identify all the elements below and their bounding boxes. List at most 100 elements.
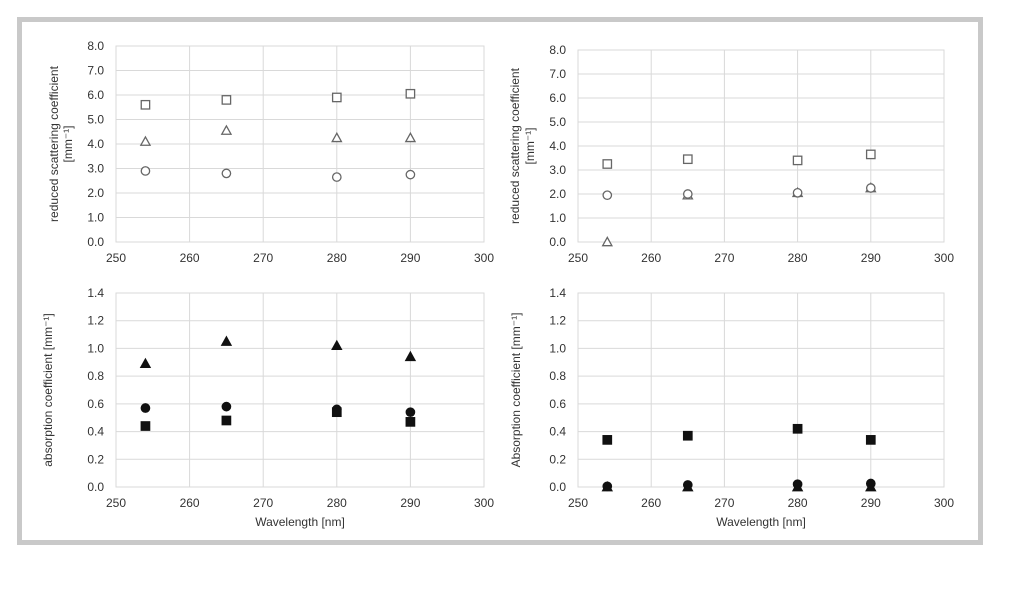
data-point	[792, 423, 803, 434]
data-point	[682, 189, 693, 199]
x-tick-label: 260	[180, 496, 200, 510]
series-2	[139, 124, 417, 146]
data-point	[140, 99, 151, 110]
y-tick-label: 1.0	[87, 211, 104, 225]
y-tick-label: 8.0	[549, 43, 566, 57]
series-2	[601, 182, 877, 247]
chart-panel-1: 0.0 1.0 2.0 3.0 4.0 5.0 6.0 7.0 8.0 250 260 270 280 2…	[47, 39, 494, 265]
y-tick-label: 0.0	[87, 235, 104, 249]
y-tick-label: 1.4	[549, 286, 566, 300]
y-tick-label: 8.0	[87, 39, 104, 53]
data-point	[331, 172, 342, 182]
y-tick-label: 5.0	[87, 113, 104, 127]
y-tick-label: 1.0	[87, 341, 104, 355]
x-tick-label: 290	[400, 251, 420, 265]
x-tick-label: 250	[568, 251, 588, 265]
y-tick-label: 4.0	[87, 137, 104, 151]
y-tick-label: 0.0	[87, 480, 104, 494]
x-tick-label: 270	[714, 251, 734, 265]
y-tick-label: 0.6	[549, 397, 566, 411]
y-tick-label: 0.8	[549, 369, 566, 383]
data-point	[221, 415, 232, 426]
data-point	[404, 350, 417, 362]
data-point	[405, 417, 416, 427]
y-axis-label: reduced scattering coefficient	[47, 65, 61, 222]
x-tick-label: 290	[861, 496, 881, 510]
data-point	[792, 187, 803, 198]
chart-panel-2: 0.0 1.0 2.0 3.0 4.0 5.0 6.0 7.0 8.0 250 260 270 280 2…	[508, 43, 954, 265]
x-tick-label: 250	[568, 496, 588, 510]
series-1	[139, 335, 417, 369]
x-tick-label: 290	[861, 251, 881, 265]
data-point	[865, 435, 876, 445]
y-tick-label: 6.0	[549, 91, 566, 105]
data-point	[139, 357, 152, 369]
plot-area	[115, 292, 485, 488]
y-tick-label: 3.0	[549, 163, 566, 177]
data-point	[220, 124, 233, 135]
chart-panel-4: 0.0 0.2 0.4 0.6 0.8 1.0 1.2 1.4 250 260 270 280 290 3…	[509, 286, 954, 529]
x-tick-label: 280	[327, 251, 347, 265]
y-tick-label: 0.0	[549, 235, 566, 249]
series-3	[140, 166, 416, 182]
x-axis-label: Wavelength [nm]	[716, 515, 806, 529]
y-tick-label: 2.0	[549, 187, 566, 201]
data-point	[682, 430, 693, 441]
x-tick-label: 280	[327, 496, 347, 510]
chart-panel-3: 0.0 0.2 0.4 0.6 0.8 1.0 1.2 1.4 250 260 270 280 290 3…	[41, 286, 494, 529]
x-tick-label: 250	[106, 496, 126, 510]
x-tick-label: 300	[934, 496, 954, 510]
data-point	[405, 407, 416, 418]
y-axis-label: Absorption coefficient [mm⁻¹]	[509, 313, 523, 468]
data-point	[602, 159, 613, 169]
y-tick-label: 7.0	[87, 64, 104, 78]
y-tick-label: 1.2	[87, 314, 104, 328]
series-3	[140, 407, 416, 431]
y-tick-label: 4.0	[549, 139, 566, 153]
series-3	[601, 481, 877, 492]
y-tick-label: 0.2	[87, 452, 104, 466]
data-point	[140, 403, 151, 413]
data-point	[221, 95, 232, 105]
x-tick-label: 270	[714, 496, 734, 510]
data-point	[865, 183, 876, 193]
x-tick-label: 260	[641, 251, 661, 265]
x-tick-label: 300	[474, 496, 494, 510]
data-point	[331, 131, 343, 143]
y-tick-label: 1.4	[87, 286, 104, 300]
x-tick-label: 260	[641, 496, 661, 510]
data-point	[331, 339, 343, 351]
series-3	[602, 183, 876, 201]
y-axis-unit-label: [mm⁻¹]	[61, 126, 75, 163]
data-point	[682, 481, 694, 492]
x-tick-label: 290	[400, 496, 420, 510]
data-point	[602, 190, 613, 201]
y-tick-label: 0.6	[87, 397, 104, 411]
y-tick-label: 0.4	[549, 425, 566, 439]
data-point	[140, 166, 151, 176]
figure-frame	[17, 17, 983, 545]
data-point	[331, 407, 342, 418]
y-tick-label: 0.0	[549, 480, 566, 494]
data-point	[405, 88, 416, 99]
data-point	[221, 401, 232, 412]
data-point	[139, 135, 152, 146]
y-tick-label: 1.2	[549, 314, 566, 328]
y-axis-unit-label: [mm⁻¹]	[523, 128, 537, 165]
data-point	[682, 154, 693, 165]
x-tick-label: 280	[788, 251, 808, 265]
x-tick-label: 300	[934, 251, 954, 265]
data-point	[601, 481, 614, 492]
y-axis-label: reduced scattering coefficient	[508, 67, 522, 224]
x-tick-label: 300	[474, 251, 494, 265]
data-point	[865, 481, 877, 492]
x-tick-label: 260	[180, 251, 200, 265]
data-point	[602, 435, 613, 445]
data-point	[792, 155, 803, 166]
y-axis-label: absorption coefficient [mm⁻¹]	[41, 313, 55, 467]
y-tick-label: 5.0	[549, 115, 566, 129]
data-point	[404, 131, 417, 143]
series-1	[602, 423, 876, 445]
x-tick-label: 250	[106, 251, 126, 265]
